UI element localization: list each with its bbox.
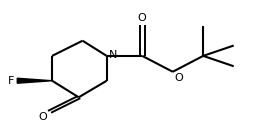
Text: F: F: [8, 76, 14, 86]
Text: N: N: [109, 50, 117, 60]
Text: O: O: [38, 112, 47, 122]
Text: O: O: [174, 73, 183, 83]
Polygon shape: [17, 78, 52, 83]
Text: O: O: [138, 13, 147, 23]
